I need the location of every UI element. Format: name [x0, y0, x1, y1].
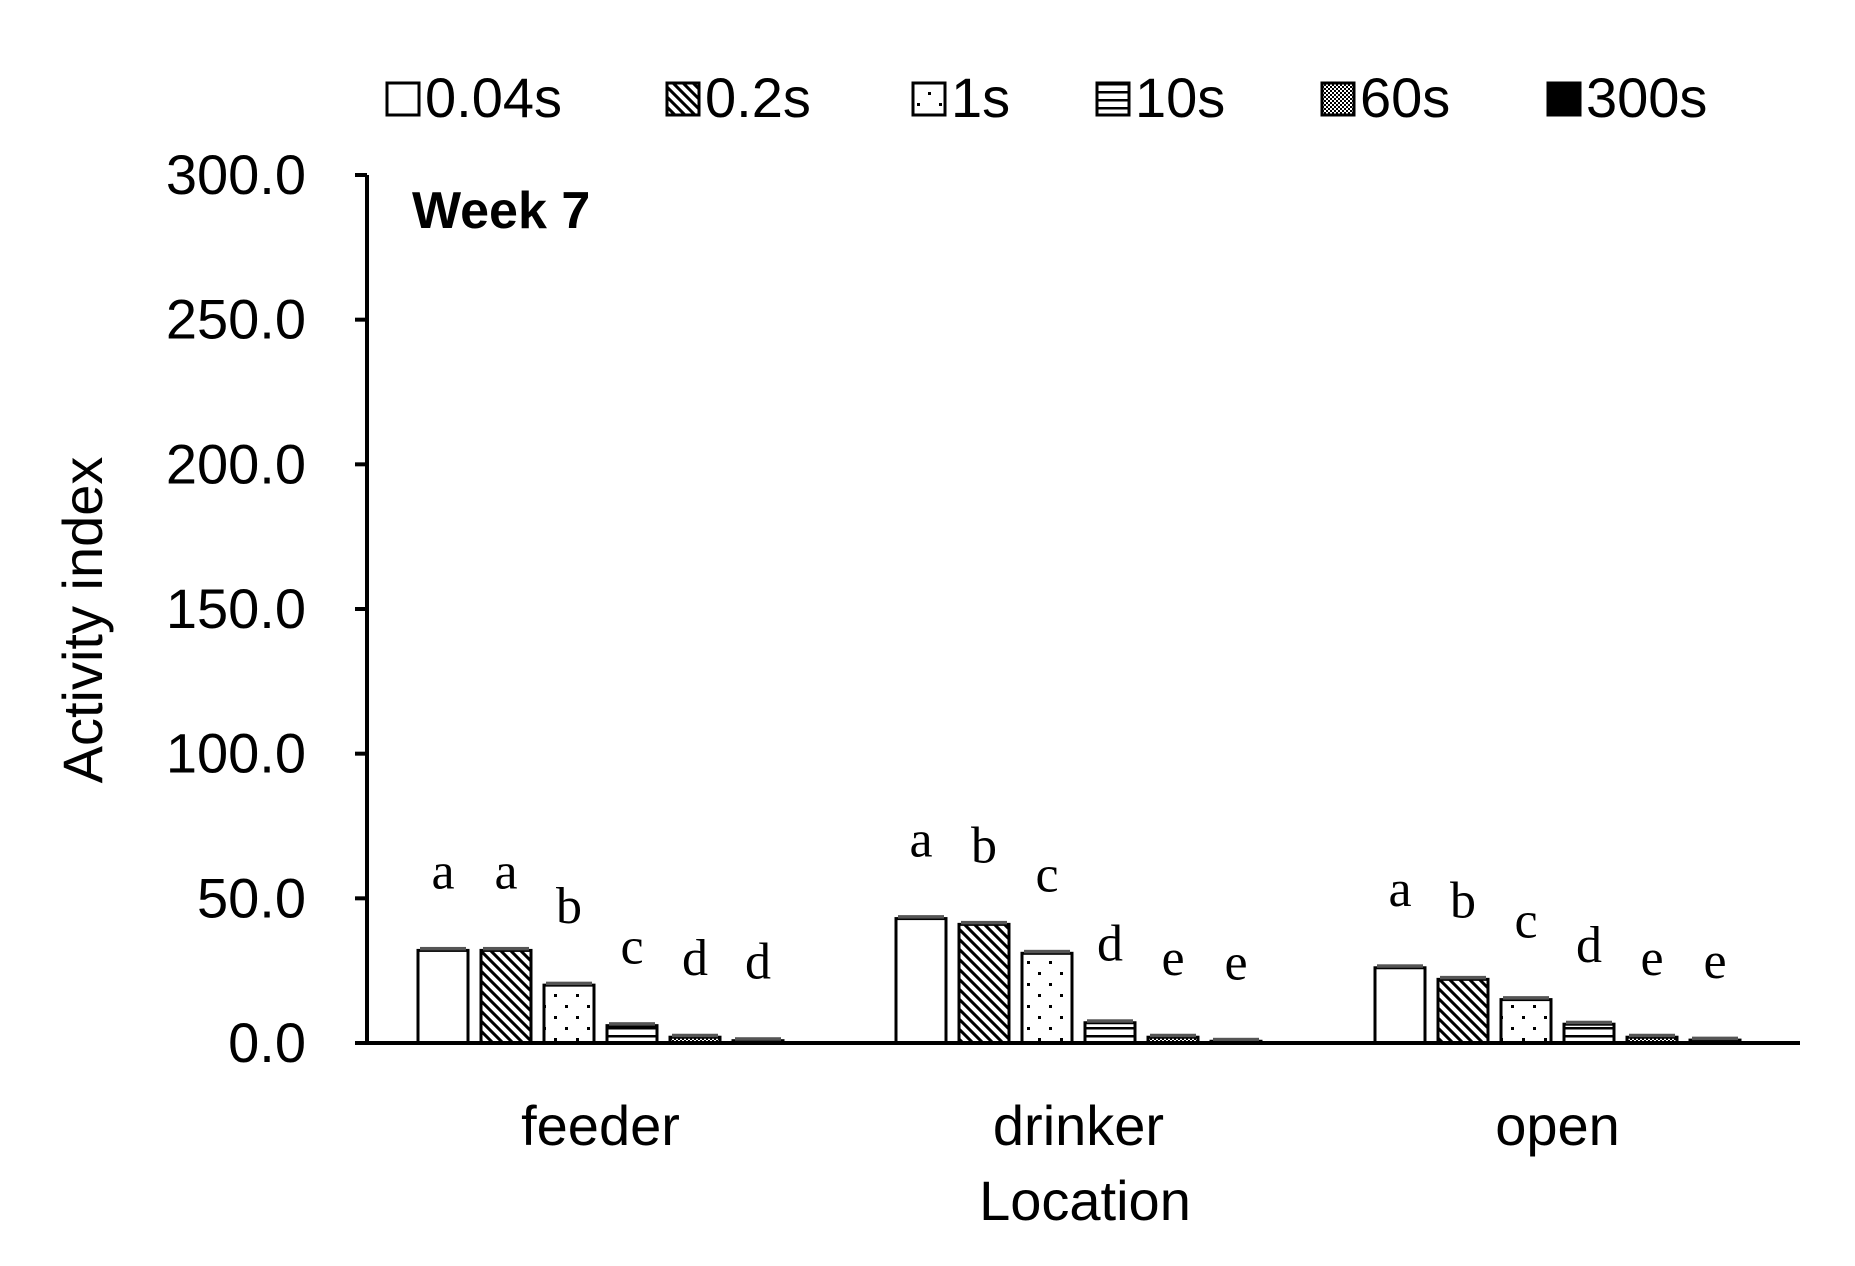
- legend-label: 0.2s: [705, 66, 811, 129]
- significance-letter: a: [494, 843, 517, 900]
- bar-open-0.04s: [1373, 966, 1427, 1045]
- legend-swatch: [1546, 81, 1582, 117]
- legend-swatch: [665, 81, 701, 117]
- significance-letter: b: [1450, 872, 1476, 929]
- y-tick-label: 300.0: [166, 143, 306, 206]
- bar-drinker-0.2s: [957, 922, 1011, 1045]
- bar-open-0.2s: [1436, 977, 1490, 1045]
- significance-letter: c: [620, 919, 643, 976]
- x-tick-label: drinker: [993, 1094, 1164, 1157]
- legend: 0.04s 0.2s 1s 10s 60s 300s: [385, 66, 1707, 129]
- legend-label: 1s: [951, 66, 1010, 129]
- significance-letter: e: [1224, 934, 1247, 991]
- legend-label: 60s: [1360, 66, 1450, 129]
- bar-feeder-0.2s: [479, 948, 533, 1045]
- y-tick-label: 100.0: [166, 722, 306, 785]
- bar-drinker-0.04s: [894, 917, 948, 1045]
- bar-open-10s: [1562, 1022, 1616, 1045]
- y-tick-label: 0.0: [228, 1011, 306, 1074]
- bar-drinker-10s: [1083, 1021, 1137, 1045]
- error-bar: [898, 915, 944, 919]
- significance-letter: c: [1035, 846, 1058, 903]
- legend-label: 0.04s: [425, 66, 562, 129]
- significance-letter: a: [1388, 861, 1411, 918]
- legend-label: 300s: [1586, 66, 1707, 129]
- error-bar: [1629, 1033, 1675, 1038]
- bar-drinker-1s: [1020, 951, 1074, 1045]
- significance-letter: a: [909, 812, 932, 869]
- error-bar: [1213, 1037, 1259, 1042]
- error-bar: [1087, 1019, 1133, 1023]
- significance-letter: b: [971, 817, 997, 874]
- significance-letter: a: [431, 843, 454, 900]
- significance-letter: b: [556, 878, 582, 935]
- bar-open-1s: [1499, 998, 1553, 1045]
- bar-feeder-1s: [542, 983, 596, 1045]
- y-axis-label: Activity index: [51, 457, 114, 784]
- error-bar: [1440, 975, 1486, 980]
- bar-feeder-0.04s: [416, 948, 470, 1045]
- legend-label: 10s: [1135, 66, 1225, 129]
- y-tick-label: 50.0: [197, 866, 306, 929]
- error-bar: [420, 946, 466, 951]
- chart-title: Week 7: [412, 182, 590, 240]
- significance-letter: d: [1576, 917, 1602, 974]
- x-axis-ticks: feeder drinker open: [521, 1094, 1620, 1157]
- error-bar: [672, 1033, 718, 1038]
- x-axis-label: Location: [979, 1169, 1191, 1232]
- error-bar: [1503, 996, 1549, 1000]
- significance-letter: e: [1703, 933, 1726, 990]
- error-bar: [546, 981, 592, 986]
- legend-swatch: [1320, 81, 1356, 117]
- error-bar: [1150, 1033, 1196, 1038]
- significance-letter: e: [1640, 930, 1663, 987]
- error-bar: [609, 1022, 655, 1026]
- error-bar: [1692, 1036, 1738, 1041]
- bar-feeder-10s: [605, 1024, 659, 1045]
- significance-letter: e: [1161, 930, 1184, 987]
- y-tick-label: 150.0: [166, 577, 306, 640]
- y-tick-label: 200.0: [166, 432, 306, 495]
- error-bar: [483, 946, 529, 951]
- significance-letter: c: [1514, 893, 1537, 950]
- significance-letter: d: [682, 930, 708, 987]
- x-tick-label: open: [1495, 1094, 1620, 1157]
- error-bar: [1377, 964, 1423, 968]
- y-tick-label: 250.0: [166, 288, 306, 351]
- x-tick-label: feeder: [521, 1094, 680, 1157]
- legend-swatch: [1095, 81, 1131, 117]
- significance-letter: d: [1097, 916, 1123, 973]
- error-bar: [735, 1037, 781, 1041]
- bars: [416, 915, 1742, 1045]
- significance-letters: a abc d da bcd e ea b c d e e: [431, 812, 1726, 992]
- error-bar: [1024, 949, 1070, 954]
- significance-letter: d: [745, 934, 771, 991]
- y-axis-ticks: 0.0 50.0 100.0 150.0 200.0 250.0 300.0: [166, 143, 367, 1074]
- legend-swatch: [385, 81, 421, 117]
- error-bar: [961, 920, 1007, 925]
- error-bar: [1566, 1020, 1612, 1025]
- legend-swatch: [911, 81, 947, 117]
